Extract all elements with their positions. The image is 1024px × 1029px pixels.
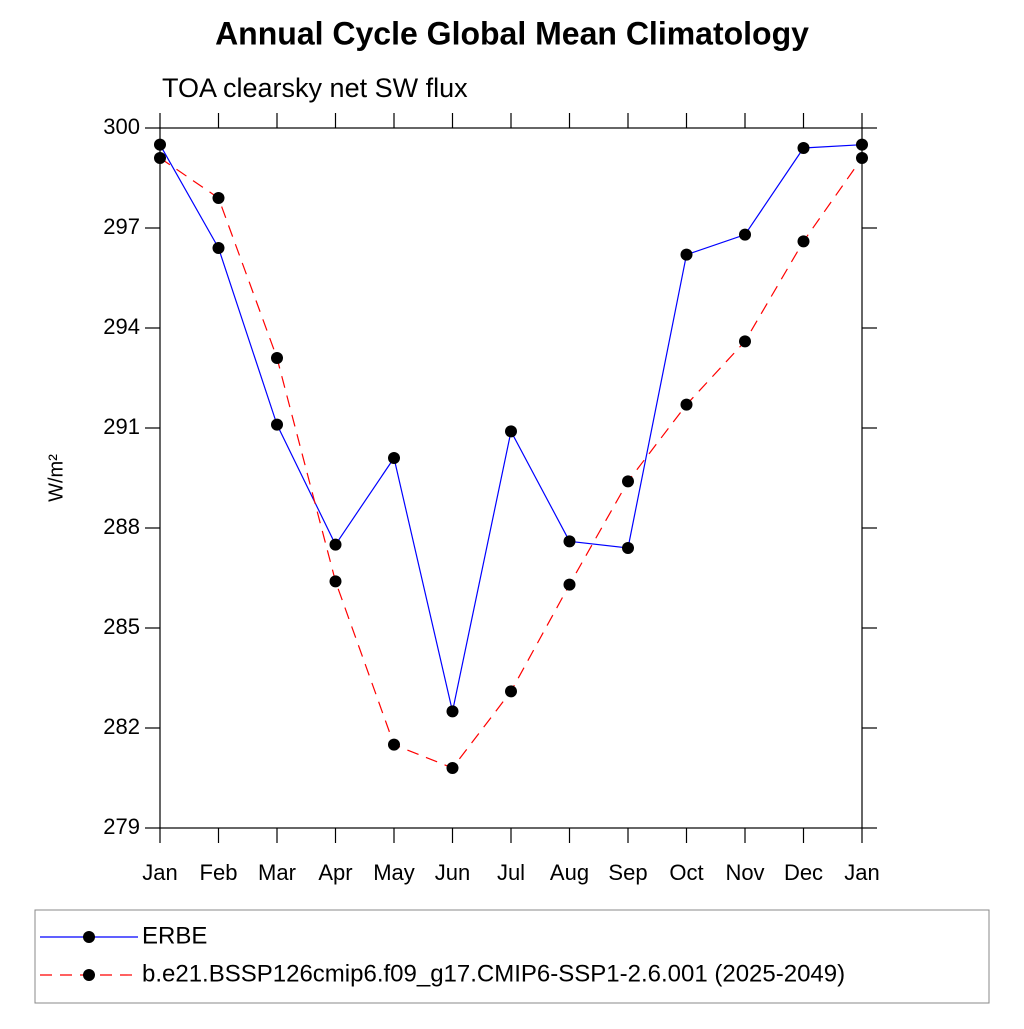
data-point: [680, 398, 693, 411]
y-tick-label: 285: [103, 614, 140, 639]
plot-frame: [159, 127, 863, 829]
data-point: [680, 248, 693, 261]
x-tick-label: Mar: [258, 860, 296, 885]
data-point: [154, 138, 166, 151]
data-point: [739, 335, 751, 348]
data-point: [388, 452, 400, 464]
data-point: [563, 578, 576, 591]
data-point: [797, 235, 810, 248]
y-tick-label: 282: [103, 714, 140, 739]
x-tick-label: Jul: [497, 860, 525, 885]
x-tick-label: Sep: [608, 860, 647, 885]
data-point: [622, 475, 634, 488]
data-point: [505, 425, 517, 438]
series-line: [159, 157, 863, 769]
x-tick-label: Dec: [784, 860, 823, 885]
data-point: [797, 142, 810, 154]
chart-subtitle: TOA clearsky net SW flux: [162, 73, 468, 103]
legend-frame: [34, 909, 990, 1004]
x-tick-label: Jan: [142, 860, 177, 885]
x-tick-label: Oct: [669, 860, 703, 885]
data-point: [622, 542, 634, 554]
data-point: [739, 228, 751, 241]
data-point: [329, 575, 342, 588]
data-point: [563, 535, 576, 548]
x-tick-label: Feb: [200, 860, 238, 885]
legend-label: ERBE: [142, 922, 207, 949]
legend-marker: [83, 969, 95, 981]
x-tick-label: May: [373, 860, 415, 885]
chart-title: Annual Cycle Global Mean Climatology: [215, 15, 809, 51]
y-tick-label: 300: [103, 114, 140, 139]
y-axis-label: W/m²: [45, 454, 67, 502]
data-point: [271, 418, 283, 431]
data-point: [388, 738, 400, 751]
legend-marker: [83, 931, 95, 943]
x-tick-label: Jan: [844, 860, 879, 885]
y-tick-label: 291: [103, 414, 140, 439]
data-point: [154, 152, 166, 164]
data-point: [505, 685, 517, 698]
x-tick-label: Apr: [318, 860, 352, 885]
x-tick-label: Jun: [435, 860, 470, 885]
data-point: [212, 242, 225, 254]
y-tick-label: 288: [103, 514, 140, 539]
x-tick-label: Nov: [725, 860, 764, 885]
y-tick-label: 297: [103, 214, 140, 239]
data-point: [212, 192, 225, 204]
data-point: [446, 705, 459, 718]
data-point: [329, 538, 342, 551]
data-point: [271, 352, 283, 364]
legend-label: b.e21.BSSP126cmip6.f09_g17.CMIP6-SSP1-2.…: [142, 960, 845, 987]
data-point: [856, 138, 868, 151]
data-point: [856, 152, 868, 164]
data-point: [446, 762, 459, 774]
y-tick-label: 294: [103, 314, 140, 339]
y-tick-label: 279: [103, 814, 140, 839]
x-tick-label: Aug: [550, 860, 589, 885]
